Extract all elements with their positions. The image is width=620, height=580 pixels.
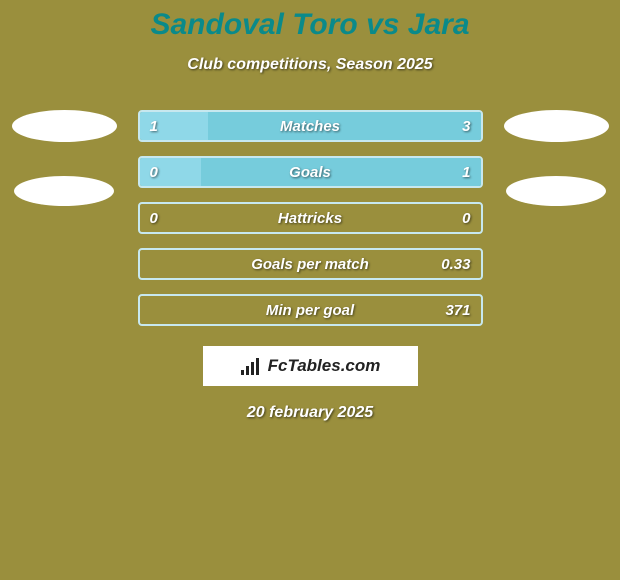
footer-date: 20 february 2025 xyxy=(0,404,620,422)
stat-value-right: 1 xyxy=(462,158,470,186)
stat-row: Goals per match0.33 xyxy=(138,248,483,280)
stat-row: Matches1 3 xyxy=(138,110,483,142)
brand-text: FcTables.com xyxy=(268,356,381,376)
stat-value-right: 0.33 xyxy=(441,250,470,278)
stat-label: Matches xyxy=(140,112,481,140)
stat-value-left: 1 xyxy=(150,112,158,140)
subtitle: Club competitions, Season 2025 xyxy=(0,56,620,74)
brand-badge: FcTables.com xyxy=(203,346,418,386)
stat-label: Hattricks xyxy=(140,204,481,232)
team-logo-placeholder xyxy=(506,176,606,206)
stat-value-right: 371 xyxy=(445,296,470,324)
stat-label: Goals xyxy=(140,158,481,186)
stat-row: Hattricks0 0 xyxy=(138,202,483,234)
stat-value-right: 0 xyxy=(462,204,470,232)
left-logo-column xyxy=(7,110,122,206)
stat-row: Min per goal371 xyxy=(138,294,483,326)
bar-chart-icon xyxy=(240,357,262,375)
right-logo-column xyxy=(499,110,614,206)
stats-column: Matches13Goals01Hattricks00Goals per mat… xyxy=(138,110,483,326)
stat-value-left: 0 xyxy=(150,204,158,232)
stat-label: Min per goal xyxy=(140,296,481,324)
stat-value-left: 0 xyxy=(150,158,158,186)
page-title: Sandoval Toro vs Jara xyxy=(0,8,620,42)
team-logo-placeholder xyxy=(12,110,117,142)
team-logo-placeholder xyxy=(14,176,114,206)
stat-area: Matches13Goals01Hattricks00Goals per mat… xyxy=(0,110,620,326)
team-logo-placeholder xyxy=(504,110,609,142)
stat-row: Goals0 1 xyxy=(138,156,483,188)
stat-value-right: 3 xyxy=(462,112,470,140)
container: Sandoval Toro vs Jara Club competitions,… xyxy=(0,0,620,580)
stat-label: Goals per match xyxy=(140,250,481,278)
